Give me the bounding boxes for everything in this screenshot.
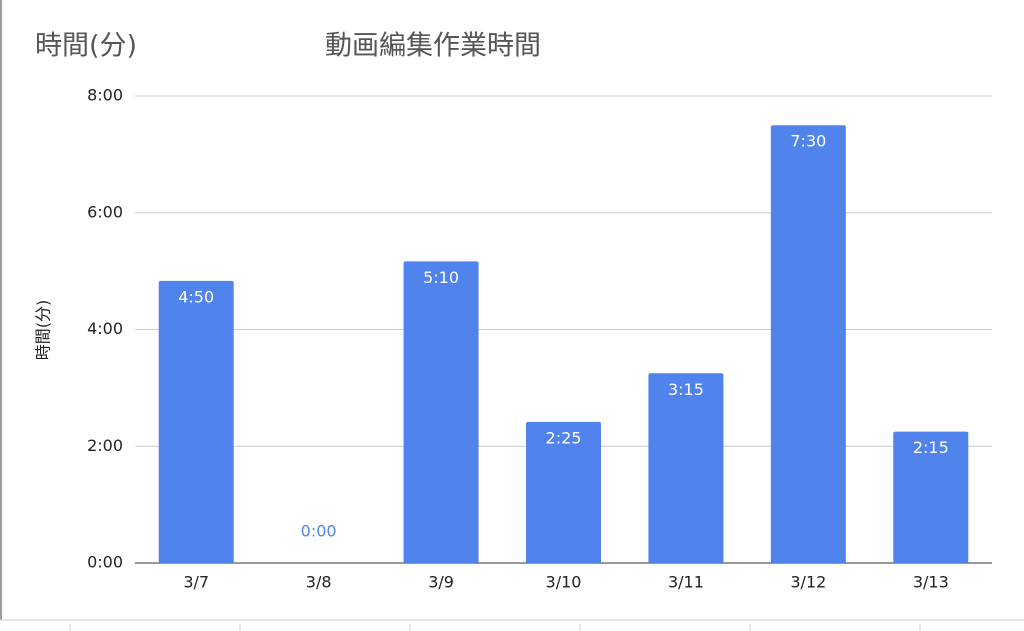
x-tick-label: 3/9 (428, 573, 454, 592)
data-label: 5:10 (423, 268, 459, 287)
data-label: 2:25 (546, 428, 582, 447)
bar (893, 431, 969, 563)
bar (403, 261, 479, 563)
bar (648, 373, 724, 563)
data-label: 7:30 (790, 132, 826, 151)
y-tick-label: 0:00 (87, 553, 123, 572)
bar (158, 280, 234, 563)
bar (770, 125, 846, 563)
x-tick-label: 3/11 (668, 573, 704, 592)
y-tick-label: 8:00 (87, 86, 123, 105)
sheet-gridlines (69, 624, 921, 631)
data-label: 3:15 (668, 380, 704, 399)
y-tick-label: 4:00 (87, 319, 123, 338)
y-tick-label: 6:00 (87, 202, 123, 221)
x-tick-label: 3/7 (183, 573, 209, 592)
header-label: 時間(分) (35, 31, 137, 62)
chart-title: 動画編集作業時間 (325, 31, 541, 62)
y-tick-label: 2:00 (87, 436, 123, 455)
x-tick-label: 3/12 (790, 573, 826, 592)
data-label: 4:50 (178, 287, 214, 306)
data-label: 2:15 (913, 438, 949, 457)
x-tick-label: 3/10 (546, 573, 582, 592)
x-tick-label: 3/8 (306, 573, 332, 592)
bar (526, 421, 601, 563)
data-label: 0:00 (301, 522, 337, 541)
x-tick-label: 3/13 (913, 573, 949, 592)
y-axis-title: 時間(分) (34, 300, 53, 361)
